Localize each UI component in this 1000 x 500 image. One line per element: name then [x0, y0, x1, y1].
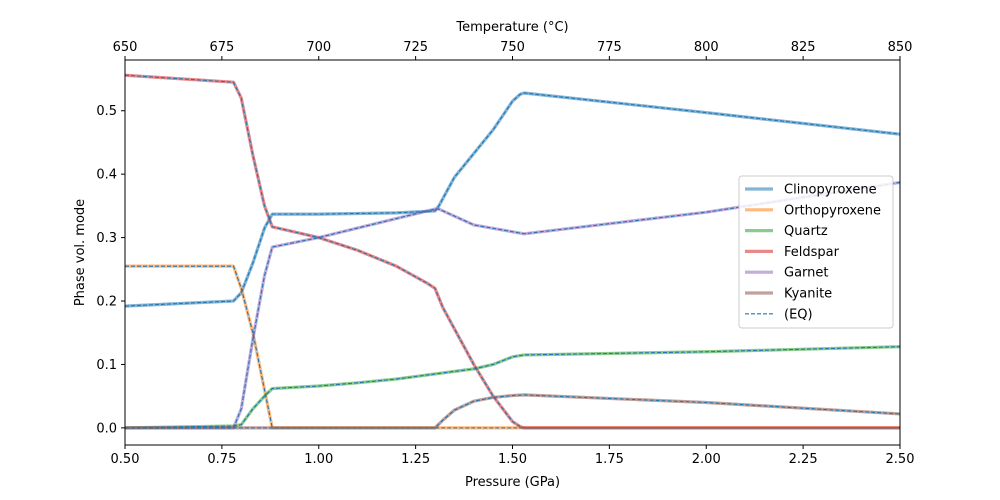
legend: Clinopyroxene Orthopyroxene Quartz Feldspar… — [738, 175, 894, 329]
x-tick-label: 1.50 — [498, 452, 527, 467]
eq-line-orthopyroxene — [125, 265, 900, 429]
legend-label-garnet: Garnet — [784, 266, 829, 281]
x-tick-label: 2.50 — [886, 452, 915, 467]
top-tick-label: 825 — [791, 40, 816, 55]
y-axis-title: Phase vol. mode — [73, 199, 88, 306]
top-tick-label: 800 — [694, 40, 719, 55]
x-axis-bottom: 0.50 0.75 1.00 1.25 1.50 1.75 2.00 2.25 2.50 — [111, 445, 915, 467]
x-axis-title: Pressure (GPa) — [465, 475, 560, 490]
y-tick-label: 0.1 — [96, 358, 117, 373]
y-axis-left: 0.0 0.1 0.2 0.3 0.4 0.5 — [96, 104, 125, 436]
top-tick-label: 725 — [403, 40, 428, 55]
eq-line-feldspar — [125, 74, 900, 429]
y-tick-label: 0.5 — [96, 104, 117, 119]
top-axis-title: Temperature (°C) — [455, 20, 568, 35]
x-tick-label: 1.00 — [304, 452, 333, 467]
legend-box — [738, 175, 894, 329]
top-tick-label: 750 — [500, 40, 525, 55]
series-line-quartz — [125, 345, 900, 430]
y-tick-label: 0.0 — [96, 421, 117, 436]
top-tick-label: 650 — [113, 40, 138, 55]
y-tick-label: 0.2 — [96, 295, 117, 310]
top-tick-label: 675 — [209, 40, 234, 55]
legend-label-eq: (EQ) — [784, 307, 813, 322]
series-group — [125, 73, 900, 430]
eq-line-quartz — [125, 346, 900, 429]
legend-label-quartz: Quartz — [784, 224, 828, 239]
plot-area — [125, 73, 900, 430]
y-tick-label: 0.4 — [96, 168, 117, 183]
x-tick-label: 2.00 — [692, 452, 721, 467]
x-tick-label: 1.25 — [401, 452, 430, 467]
top-tick-label: 700 — [306, 40, 331, 55]
eq-line-garnet — [125, 181, 900, 429]
legend-label-clinopyroxene: Clinopyroxene — [784, 183, 877, 198]
eq-line-clinopyroxene — [125, 92, 900, 307]
top-tick-label: 775 — [597, 40, 622, 55]
x-axis-top: 650 675 700 725 750 775 800 825 850 — [113, 40, 913, 60]
y-tick-label: 0.3 — [96, 231, 117, 246]
legend-label-kyanite: Kyanite — [784, 287, 832, 302]
x-tick-label: 2.25 — [789, 452, 818, 467]
legend-label-orthopyroxene: Orthopyroxene — [784, 203, 881, 218]
top-tick-label: 850 — [888, 40, 913, 55]
x-tick-label: 0.50 — [111, 452, 140, 467]
x-tick-label: 0.75 — [207, 452, 236, 467]
x-tick-label: 1.75 — [595, 452, 624, 467]
eq-line-kyanite — [125, 394, 900, 429]
legend-label-feldspar: Feldspar — [784, 245, 840, 260]
